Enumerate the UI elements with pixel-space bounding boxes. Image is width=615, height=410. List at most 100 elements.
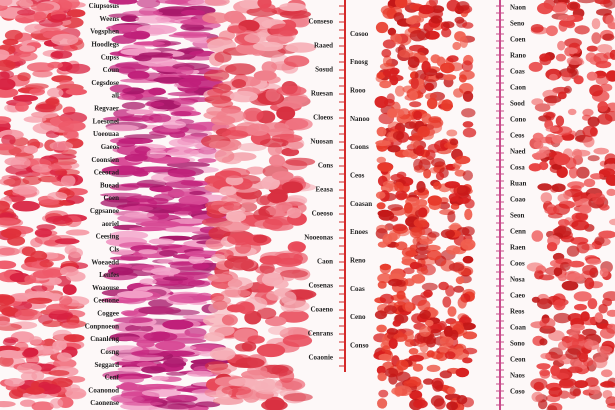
blob [421, 282, 438, 291]
blob [455, 367, 470, 378]
blob [120, 78, 163, 83]
blob [425, 244, 441, 252]
blob [282, 334, 313, 348]
blob [48, 162, 72, 171]
blob [384, 367, 399, 378]
label: Nooeonas [304, 234, 333, 242]
blob [138, 383, 177, 390]
blob [430, 15, 443, 24]
blob [462, 121, 474, 128]
blob [220, 289, 251, 298]
blob [113, 211, 144, 217]
blob [0, 401, 16, 408]
blob [426, 350, 435, 358]
blob [379, 80, 392, 89]
blob [148, 87, 166, 96]
blob [376, 324, 387, 333]
blob [48, 310, 74, 321]
blob [56, 352, 72, 362]
blob [426, 364, 441, 372]
label: Buead [100, 181, 119, 189]
label: Seggard [95, 361, 120, 369]
blob [178, 195, 209, 206]
blob [578, 204, 592, 214]
blob [281, 147, 300, 157]
blob [169, 130, 186, 138]
blob [546, 405, 558, 410]
blob [38, 18, 64, 27]
blob [565, 348, 581, 360]
blob [381, 48, 392, 58]
blob [126, 195, 155, 203]
label: Coaeno [310, 306, 333, 314]
blob [162, 120, 186, 129]
label: Raaed [314, 42, 333, 50]
blob [376, 365, 386, 375]
blob [548, 387, 563, 397]
blob [50, 33, 79, 46]
blob [449, 138, 459, 146]
blob [413, 158, 423, 171]
blob [108, 0, 138, 5]
blob [143, 331, 178, 342]
blob [428, 231, 440, 238]
blob [544, 206, 560, 215]
blob [461, 60, 473, 72]
label: Enoes [350, 228, 368, 236]
blob [48, 370, 70, 376]
blob [605, 396, 615, 407]
blob [127, 70, 150, 80]
blob [456, 185, 471, 196]
blob [377, 281, 387, 289]
blob [578, 352, 589, 363]
blob [569, 386, 581, 397]
blob [558, 341, 568, 351]
blob [7, 235, 26, 246]
blob [50, 14, 72, 21]
blob [438, 201, 451, 210]
blob [102, 116, 143, 122]
label: Gaeos [101, 143, 120, 151]
blob [384, 305, 397, 315]
blob [423, 168, 432, 179]
blob [450, 203, 460, 210]
blob [528, 163, 542, 172]
blob [1, 134, 16, 146]
blob [448, 193, 459, 202]
blob [32, 270, 54, 279]
blob [460, 322, 476, 331]
blob [423, 378, 434, 385]
blob [568, 260, 585, 268]
blob [609, 218, 615, 226]
blob [447, 211, 456, 223]
blob [539, 338, 548, 346]
blob [204, 361, 229, 371]
blob [557, 193, 569, 203]
blob [2, 338, 17, 346]
blob [377, 162, 394, 172]
blob [254, 385, 287, 395]
blob [259, 262, 275, 274]
blob [396, 279, 406, 287]
blob [374, 96, 389, 108]
blob [566, 245, 580, 257]
blob [261, 175, 280, 190]
blob [442, 74, 457, 81]
blob [557, 91, 567, 100]
blob [378, 210, 395, 221]
label: Caonense [90, 399, 119, 407]
blob [396, 171, 407, 179]
blob [106, 345, 143, 353]
blob [392, 223, 407, 232]
blob [436, 352, 448, 362]
blob [604, 153, 615, 165]
label: Cons [318, 162, 333, 170]
blob [393, 12, 404, 23]
blob [530, 24, 544, 33]
blob [425, 319, 434, 327]
blob [462, 331, 478, 340]
blob [417, 125, 430, 138]
label: Cenn [510, 228, 526, 236]
blob [221, 314, 238, 326]
blob [413, 110, 423, 121]
